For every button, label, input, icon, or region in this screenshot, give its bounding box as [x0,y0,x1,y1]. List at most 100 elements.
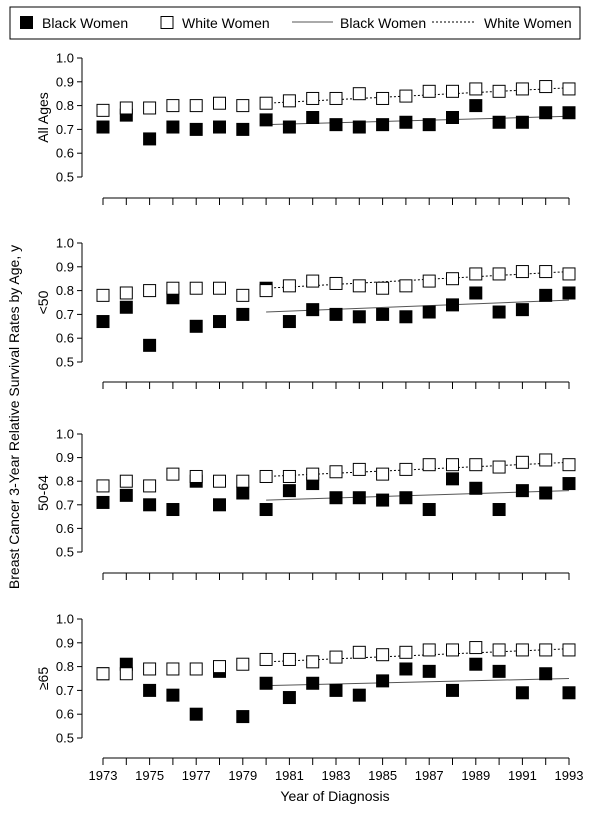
legend-label-white-women-marker: White Women [182,15,270,31]
data-point-black-women [236,307,250,321]
y-tick-label: 0.8 [56,98,74,113]
x-tick-label: 1989 [461,768,490,783]
data-point-white-women [306,274,320,288]
data-point-black-women [562,477,576,491]
data-point-black-women [213,315,226,329]
data-point-white-women [166,467,180,481]
series-black-women [96,472,576,517]
data-point-black-women [469,481,483,495]
data-point-white-women [352,87,366,101]
y-axis-label: Breast Cancer 3-Year Relative Survival R… [6,245,22,589]
data-point-white-women [259,96,273,110]
data-point-black-women [469,99,483,113]
y-tick-label: 0.7 [56,683,74,698]
data-point-black-women [282,120,296,134]
data-point-black-women [492,503,506,517]
data-point-black-women [515,686,529,700]
data-point-white-women [306,467,320,481]
data-point-white-women [259,284,273,298]
data-point-white-women [236,99,250,113]
y-tick-label: 0.5 [56,731,74,746]
data-point-white-women [259,469,273,483]
data-point-white-women [282,279,296,293]
data-point-black-women [143,498,157,512]
data-point-white-women [422,274,436,288]
x-tick-label: 1987 [415,768,444,783]
y-tick-label: 0.8 [56,659,74,674]
data-point-black-women [539,486,553,500]
data-point-white-women [539,80,553,94]
data-point-black-women [446,683,459,697]
x-tick-label: 1981 [275,768,304,783]
data-point-white-women [306,655,320,669]
y-tick-label: 1.0 [56,427,74,442]
x-tick-label: 1977 [182,768,211,783]
data-point-white-women [189,469,203,483]
data-point-black-women [492,664,506,678]
data-point-black-women [422,503,436,517]
data-point-white-women [515,643,529,657]
data-point-black-women [119,488,133,502]
y-tick-label: 1.0 [56,612,74,627]
panel-2: 0.5 0.6 0.7 0.8 0.9 1.0 <50 [35,236,576,389]
data-point-black-women [213,120,226,134]
data-point-white-women [492,460,506,474]
data-point-white-women [329,465,343,479]
data-point-white-women [166,99,180,113]
x-tick-label: 1985 [368,768,397,783]
data-point-black-women [96,495,110,509]
data-point-black-women [236,122,250,136]
panel-1: 0.5 0.6 0.7 0.8 0.9 1.0 All Ages [35,51,576,205]
data-point-black-women [515,303,529,317]
data-point-black-women [166,120,180,134]
data-point-white-women [189,99,203,113]
data-point-white-women [259,652,273,666]
data-point-white-women [119,474,133,488]
data-point-black-women [515,115,529,129]
data-point-black-women [446,298,459,312]
data-point-white-women [96,479,110,493]
series-black-women [96,99,576,146]
panel-label: 50-64 [35,475,51,511]
data-point-white-women [143,479,157,493]
data-point-black-women [236,486,250,500]
data-point-black-women [422,118,436,132]
data-point-black-women [189,122,203,136]
y-tick-label: 0.6 [56,146,74,161]
data-point-black-women [422,305,436,319]
data-point-black-women [469,286,483,300]
data-point-black-women [282,691,296,705]
series-white-women [96,265,576,302]
data-point-white-women [492,643,506,657]
data-point-white-women [329,91,343,105]
y-tick-label: 0.6 [56,707,74,722]
data-point-white-women [562,267,576,281]
data-point-black-women [376,674,390,688]
data-point-black-women [306,303,320,317]
data-point-black-women [562,106,576,120]
data-point-white-women [399,645,413,659]
data-point-white-women [562,458,576,472]
data-point-white-women [562,643,576,657]
panel-label: All Ages [35,92,51,143]
data-point-black-women [329,683,343,697]
data-point-black-women [539,106,553,120]
x-tick-label: 1973 [89,768,118,783]
data-point-white-women [422,458,436,472]
y-tick-label: 0.9 [56,450,74,465]
y-tick-label: 0.5 [56,355,74,370]
data-point-white-women [539,453,553,467]
data-point-black-women [399,491,413,505]
data-point-black-women [399,662,413,676]
data-point-black-women [143,132,157,146]
data-point-black-women [189,707,203,721]
y-tick-label: 0.6 [56,521,74,536]
data-point-black-women [306,676,320,690]
data-point-black-women [352,491,366,505]
x-tick-label: 1991 [508,768,537,783]
data-point-black-women [236,710,250,724]
data-point-black-women [329,118,343,132]
data-point-white-women [213,96,226,110]
